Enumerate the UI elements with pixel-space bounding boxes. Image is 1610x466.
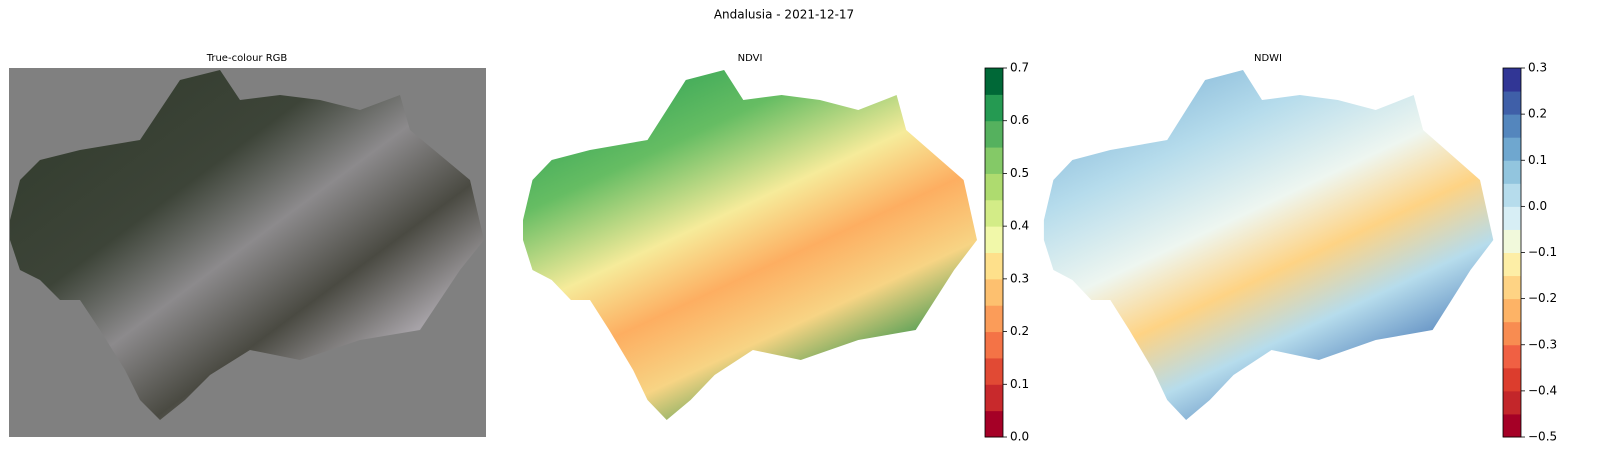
colorbar-segment xyxy=(985,68,1003,95)
colorbar-segment xyxy=(1503,206,1521,230)
region-map xyxy=(1043,70,1494,420)
colorbar-tick-label: 0.2 xyxy=(1528,107,1547,121)
colorbar-tick-label: −0.4 xyxy=(1528,383,1557,397)
colorbar-segment xyxy=(985,305,1003,333)
colorbar-tick-label: 0.3 xyxy=(1010,271,1029,285)
colorbar-tick-label: 0.7 xyxy=(1010,61,1029,75)
colorbar-tick-label: 0.5 xyxy=(1010,166,1029,180)
panel-title: True-colour RGB xyxy=(206,53,288,64)
colorbar-segment xyxy=(1503,183,1521,207)
colorbar-tick-label: 0.1 xyxy=(1010,377,1029,391)
panel-title: NDVI xyxy=(738,53,763,64)
colorbar-segment xyxy=(985,410,1003,438)
colorbar-tick-label: −0.5 xyxy=(1528,430,1557,444)
colorbar-segment xyxy=(1503,68,1521,92)
colorbar-segment xyxy=(1503,229,1521,253)
colorbar-segment xyxy=(1503,390,1521,415)
colorbar-segment xyxy=(985,384,1003,412)
colorbar-segment xyxy=(985,331,1003,359)
colorbar-segment xyxy=(1503,413,1521,438)
colorbar-tick-label: 0.0 xyxy=(1010,430,1029,444)
colorbar-segment xyxy=(1503,321,1521,346)
colorbar-tick-label: 0.4 xyxy=(1010,219,1029,233)
colorbar-segment xyxy=(985,278,1003,306)
colorbar-segment xyxy=(1503,344,1521,369)
colorbar-segment xyxy=(1503,367,1521,392)
colorbar-tick-label: 0.6 xyxy=(1010,113,1029,127)
figure-title: Andalusia - 2021-12-17 xyxy=(714,8,854,22)
colorbar-segment xyxy=(985,252,1003,280)
colorbar-segment xyxy=(985,173,1003,201)
colorbar-segment xyxy=(985,226,1003,253)
colorbar-segment xyxy=(985,120,1003,148)
colorbar-tick-label: 0.2 xyxy=(1010,324,1029,338)
colorbar-tick-label: 0.1 xyxy=(1528,153,1547,167)
colorbar-tick-label: 0.0 xyxy=(1528,199,1547,213)
colorbar-segment xyxy=(985,357,1003,385)
colorbar-segment xyxy=(1503,160,1521,184)
region-map xyxy=(523,70,977,420)
colorbar-segment xyxy=(1503,252,1521,277)
panel-title: NDWI xyxy=(1254,53,1282,64)
colorbar-segment xyxy=(1503,137,1521,161)
colorbar-segment xyxy=(985,199,1003,227)
colorbar-segment xyxy=(985,94,1003,122)
region-map xyxy=(10,70,484,420)
colorbar-segment xyxy=(985,147,1003,174)
colorbar-tick-label: −0.1 xyxy=(1528,245,1557,259)
colorbar-tick-label: 0.3 xyxy=(1528,61,1547,75)
colorbar-segment xyxy=(1503,91,1521,115)
colorbar-segment xyxy=(1503,298,1521,323)
colorbar-segment xyxy=(1503,114,1521,138)
colorbar-tick-label: −0.3 xyxy=(1528,337,1557,351)
colorbar-frame xyxy=(984,67,1004,438)
colorbar-tick-label: −0.2 xyxy=(1528,291,1557,305)
colorbar-segment xyxy=(1503,275,1521,300)
